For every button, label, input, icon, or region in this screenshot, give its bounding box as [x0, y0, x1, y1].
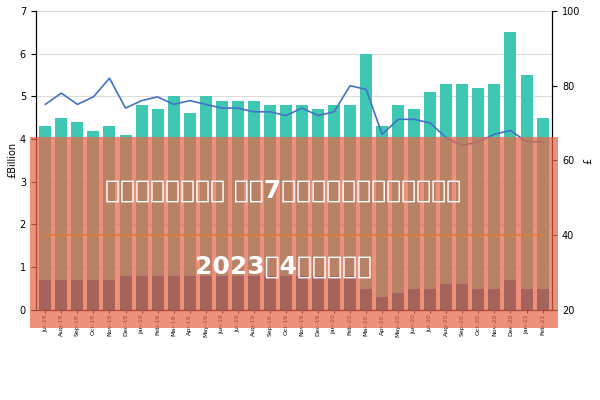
Y-axis label: £: £ [583, 157, 593, 164]
Bar [103, 126, 115, 310]
Bar [521, 75, 533, 310]
Bar [505, 32, 517, 310]
Text: 2023年4月以来最低: 2023年4月以来最低 [195, 255, 372, 279]
Bar [360, 54, 372, 310]
Bar [376, 126, 388, 310]
Bar [136, 276, 148, 310]
Bar [71, 280, 83, 310]
Bar [264, 105, 276, 310]
Bar [280, 105, 292, 310]
Bar [200, 96, 212, 310]
Text: 国内商品期货配资 美国7年期国倲发行中标收益率创: 国内商品期货配资 美国7年期国倲发行中标收益率创 [106, 178, 461, 202]
Bar [167, 276, 179, 310]
Bar [312, 109, 324, 310]
Bar [216, 101, 228, 310]
Bar [328, 276, 340, 310]
Bar [296, 276, 308, 310]
Bar [488, 288, 500, 310]
Bar [521, 288, 533, 310]
Bar [408, 109, 420, 310]
Bar [408, 288, 420, 310]
Bar [376, 297, 388, 310]
Bar [232, 101, 244, 310]
Bar [280, 276, 292, 310]
Bar [440, 284, 452, 310]
Bar [264, 276, 276, 310]
Bar [167, 96, 179, 310]
Bar [40, 280, 52, 310]
Bar [328, 105, 340, 310]
Bar [248, 276, 260, 310]
Bar [360, 288, 372, 310]
Bar [88, 130, 100, 310]
Bar [457, 84, 469, 310]
Bar [312, 276, 324, 310]
Bar [152, 276, 164, 310]
Bar [103, 280, 115, 310]
Bar [392, 105, 404, 310]
Bar [88, 280, 100, 310]
Bar [440, 84, 452, 310]
Bar [119, 276, 131, 310]
Bar [344, 105, 356, 310]
Bar [184, 114, 196, 310]
Bar [472, 88, 484, 310]
Bar [136, 105, 148, 310]
Y-axis label: £Billion: £Billion [7, 142, 17, 178]
Bar [344, 276, 356, 310]
Bar [424, 288, 436, 310]
Bar [55, 280, 67, 310]
Bar [119, 135, 131, 310]
Bar [472, 288, 484, 310]
Bar [71, 122, 83, 310]
Bar [184, 276, 196, 310]
Bar [536, 288, 548, 310]
Bar [216, 276, 228, 310]
Bar [296, 105, 308, 310]
Bar [457, 284, 469, 310]
Bar [200, 276, 212, 310]
Bar [232, 276, 244, 310]
Bar [248, 101, 260, 310]
Bar [536, 118, 548, 310]
Bar [488, 84, 500, 310]
Bar [505, 280, 517, 310]
Bar [424, 92, 436, 310]
Bar [392, 293, 404, 310]
Bar [40, 126, 52, 310]
Bar [55, 118, 67, 310]
Bar [152, 109, 164, 310]
